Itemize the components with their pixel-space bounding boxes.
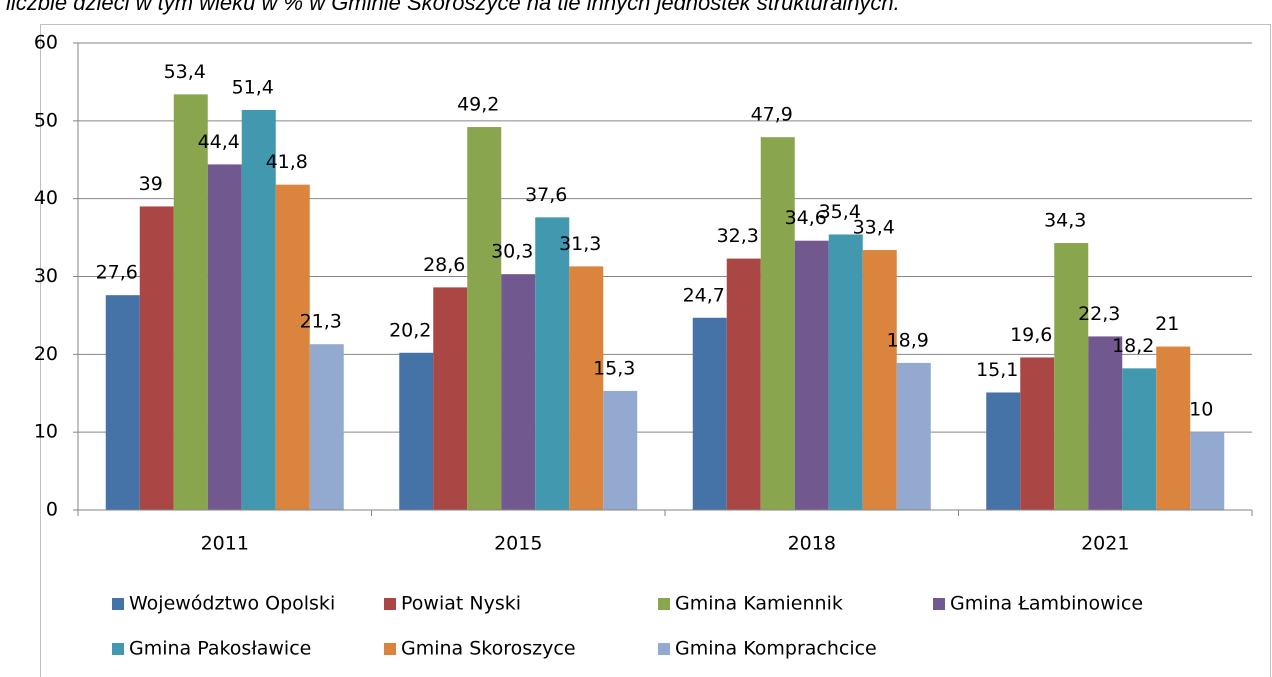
- value-label: 19,6: [1010, 324, 1052, 346]
- value-label: 27,6: [96, 262, 138, 284]
- x-tick-label: 2021: [1081, 533, 1129, 555]
- bar: [828, 234, 863, 510]
- y-tick-label: 20: [34, 343, 58, 365]
- y-tick-label: 30: [34, 265, 58, 287]
- bar: [862, 250, 897, 510]
- bar: [760, 137, 795, 510]
- bar: [569, 266, 604, 510]
- bar: [241, 109, 276, 510]
- bar: [399, 352, 434, 510]
- bar: [309, 344, 344, 510]
- legend-swatch: [384, 598, 396, 610]
- value-label: 34,3: [1044, 210, 1086, 232]
- x-tick-label: 2018: [788, 533, 836, 555]
- bar: [275, 184, 310, 510]
- legend-swatch: [384, 643, 396, 655]
- y-tick-label: 0: [46, 499, 58, 521]
- value-label: 44,4: [198, 131, 240, 153]
- value-label: 39: [139, 173, 163, 195]
- legend-swatch: [933, 598, 945, 610]
- y-tick-label: 50: [34, 109, 58, 131]
- value-label: 20,2: [389, 319, 431, 341]
- legend-label: Województwo Opolski: [129, 593, 335, 615]
- value-label: 22,3: [1078, 303, 1120, 325]
- legend-label: Gmina Skoroszyce: [401, 638, 576, 660]
- legend-label: Gmina Łambinowice: [950, 593, 1143, 615]
- y-tick-label: 10: [34, 421, 58, 443]
- bar: [501, 274, 536, 510]
- value-label: 32,3: [717, 225, 759, 247]
- legend-swatch: [658, 598, 670, 610]
- value-label: 28,6: [423, 254, 465, 276]
- value-label: 31,3: [559, 233, 601, 255]
- value-label: 35,4: [819, 201, 861, 223]
- bar: [1088, 336, 1123, 510]
- bar: [105, 295, 140, 510]
- bar: [692, 317, 727, 510]
- bar: [535, 217, 570, 510]
- value-label: 53,4: [164, 61, 206, 83]
- bar: [173, 94, 208, 511]
- bar: [139, 206, 174, 510]
- chart-frame: [40, 24, 1271, 677]
- legend-swatch: [112, 598, 124, 610]
- value-label: 21: [1155, 313, 1179, 335]
- value-label: 51,4: [232, 76, 274, 98]
- value-label: 33,4: [853, 217, 895, 239]
- legend-label: Powiat Nyski: [401, 593, 521, 615]
- y-tick-label: 60: [34, 32, 58, 54]
- bar: [603, 390, 638, 510]
- bar: [1054, 243, 1089, 510]
- value-label: 34,6: [785, 207, 827, 229]
- value-label: 18,2: [1112, 335, 1154, 357]
- legend-label: Gmina Pakosławice: [129, 638, 311, 660]
- bar: [986, 392, 1021, 510]
- value-label: 15,1: [976, 359, 1018, 381]
- value-label: 30,3: [491, 241, 533, 263]
- legend-label: Gmina Komprachcice: [675, 638, 877, 660]
- legend-label: Gmina Kamiennik: [675, 593, 843, 615]
- value-label: 37,6: [525, 184, 567, 206]
- bar: [896, 362, 931, 510]
- value-label: 10: [1189, 399, 1213, 421]
- bar: [1156, 346, 1191, 510]
- bar: [207, 164, 242, 511]
- value-label: 47,9: [751, 104, 793, 126]
- bar: [1190, 432, 1225, 510]
- value-label: 18,9: [887, 329, 929, 351]
- bar: [1020, 357, 1055, 510]
- chart-title: liczbie dzieci w tym wieku w % w Gminie …: [6, 0, 900, 15]
- bar: [726, 258, 761, 510]
- bar: [467, 127, 502, 510]
- bar: [1122, 368, 1157, 510]
- value-label: 49,2: [457, 94, 499, 116]
- bar: [433, 287, 468, 510]
- value-label: 24,7: [683, 284, 725, 306]
- legend-swatch: [658, 643, 670, 655]
- legend-swatch: [112, 643, 124, 655]
- bar: [794, 240, 829, 511]
- value-label: 41,8: [266, 151, 308, 173]
- value-label: 21,3: [300, 311, 342, 333]
- x-tick-label: 2011: [201, 533, 249, 555]
- value-label: 15,3: [593, 357, 635, 379]
- y-tick-label: 40: [34, 187, 58, 209]
- x-tick-label: 2015: [494, 533, 542, 555]
